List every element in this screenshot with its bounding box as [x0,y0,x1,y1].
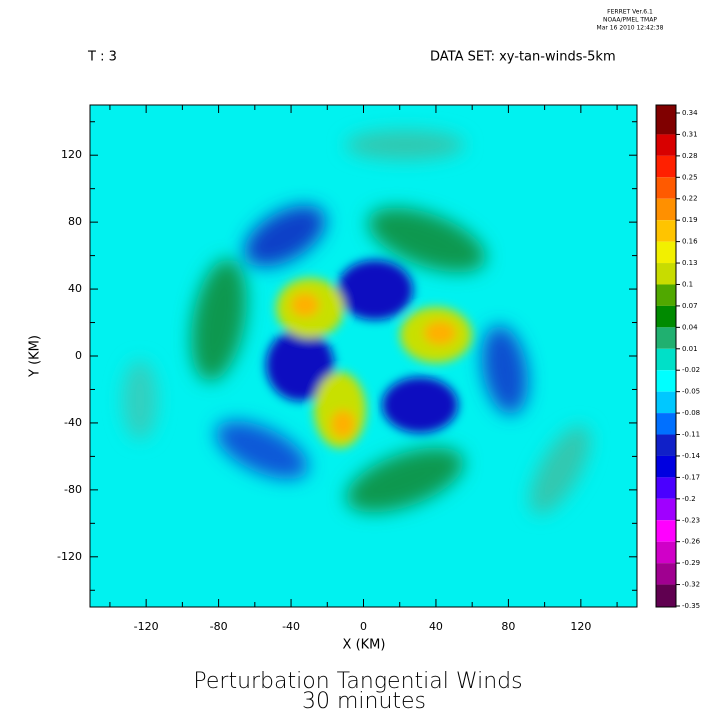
colorbar-label: 0.04 [682,323,698,331]
blob [481,325,529,415]
org: NOAA/PMEL TMAP [603,17,657,24]
colorbar-band [656,563,676,585]
blob-core [331,410,355,438]
colorbar-label: -0.23 [682,516,700,524]
blob [382,377,458,433]
x-axis-label: X (KM) [343,638,386,653]
colorbar-label: -0.08 [682,409,700,417]
colorbar-band [656,413,676,435]
colorbar-label: -0.29 [682,559,700,567]
colorbar-label: -0.32 [682,581,700,589]
colorbar-label: 0.16 [682,238,698,246]
blob [345,130,465,160]
colorbar-label: 0.34 [682,109,698,117]
colorbar-frame [655,104,677,608]
blob-core [424,321,456,345]
y-axis-label: Y (KM) [28,335,43,378]
colorbar-band [656,584,676,607]
blob [529,425,591,515]
y-tick-label: 80 [68,215,82,228]
blob [122,360,158,440]
x-tick-label: 0 [360,620,367,633]
colorbar-label: -0.05 [682,388,700,396]
y-tick-label: 40 [68,282,82,295]
colorbar-band [656,105,676,135]
colorbar-label: -0.2 [682,495,696,503]
blob [191,258,247,382]
colorbar-band [656,391,676,414]
inner-features [266,260,472,448]
blob [346,447,464,513]
x-tick-label: -120 [134,620,159,633]
colorbar-label: 0.19 [682,216,698,224]
colorbar-band [656,134,676,156]
colorbar-label: 0.1 [682,280,693,288]
outer-features [122,130,591,515]
x-tick-label: -80 [210,620,228,633]
x-tick-label: 80 [501,620,515,633]
blob [266,329,334,401]
colorbar-band [656,370,676,392]
program: FERRET Ver.6.1 [607,9,653,16]
time-step: T : 3 [87,50,117,65]
colorbar-label: -0.26 [682,538,701,546]
chart-title: Perturbation Tangential Winds [193,669,522,694]
colorbar-label: 0.31 [682,130,698,138]
colorbar-band [656,434,676,456]
colorbar-band [656,327,676,349]
blob [337,260,413,320]
colorbar-band [656,284,676,306]
colorbar-label: 0.07 [682,302,698,310]
colorbar-label: -0.11 [682,431,700,439]
colorbar-band [656,241,676,264]
colorbar-label: 0.25 [682,173,698,181]
y-tick-label: -120 [57,550,82,563]
colorbar-label: -0.02 [682,366,700,374]
colorbar-band [656,263,676,285]
colorbar-band [656,177,676,199]
colorbar-label: 0.28 [682,152,698,160]
colorbar-band [656,220,676,242]
colorbar-label: -0.35 [682,602,700,610]
colorbar-band [656,541,676,564]
colorbar-band [656,305,676,328]
colorbar-band [656,477,676,499]
colorbar-band [656,455,676,478]
blob-core [291,293,319,317]
colorbar-band [656,198,676,221]
colorbar-band [656,155,676,178]
colorbar-label: -0.17 [682,473,700,481]
colorbar-label: 0.22 [682,195,698,203]
colorbar-band [656,498,676,521]
chart-subtitle: 30 minutes [302,689,426,713]
field-background [90,105,637,607]
y-tick-label: -80 [64,483,82,496]
dataset: DATA SET: xy-tan-winds-5km [430,50,616,65]
x-tick-label: 120 [570,620,591,633]
x-tick-label: -40 [282,620,300,633]
timestamp: Mar 16 2010 12:42:38 [597,25,664,32]
colorbar-label: 0.13 [682,259,698,267]
x-tick-label: 40 [429,620,443,633]
y-tick-label: -40 [64,416,82,429]
blob [368,207,486,273]
colorbar-band [656,520,676,542]
field [90,105,637,607]
blob [244,205,326,267]
colorbar-band [656,348,676,371]
colorbar-label: -0.14 [682,452,701,460]
y-tick-label: 120 [61,148,82,161]
colorbar-label: 0.01 [682,345,698,353]
y-tick-label: 0 [75,349,82,362]
blob [215,420,309,480]
